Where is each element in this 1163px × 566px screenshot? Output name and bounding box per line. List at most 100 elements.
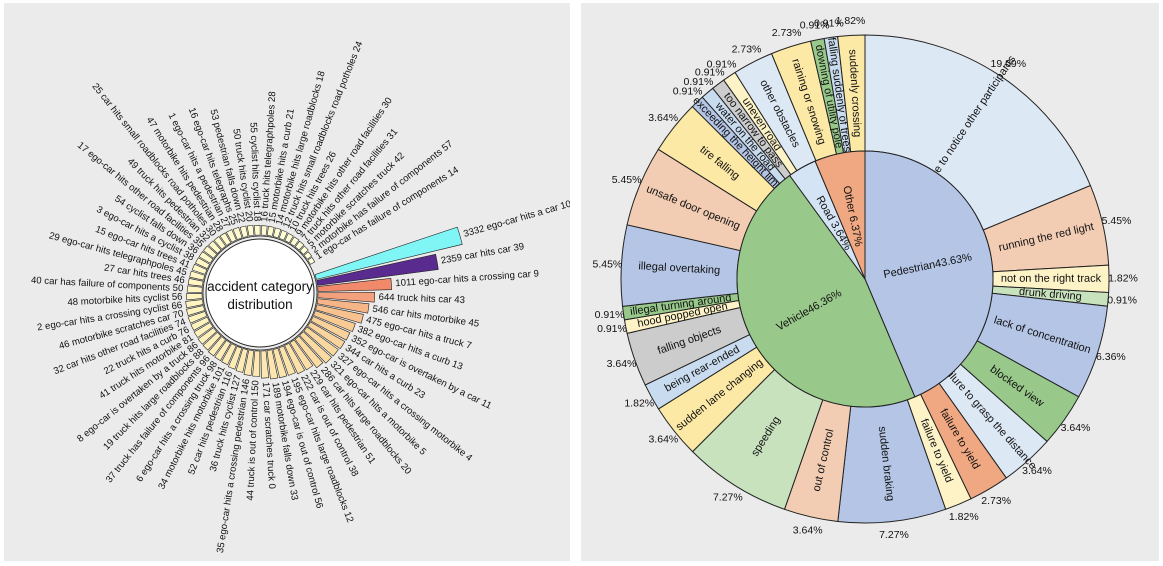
bar-32 [187,311,208,324]
outer-pct-19: 3.64% [648,112,678,124]
bar-34 [221,343,237,366]
outer-pct-3: 0.91% [1107,294,1137,306]
bar-44 [252,350,261,377]
bar-48 [186,293,203,301]
bar-label-55: 55 cyclist hits cyclist 18 [247,122,262,222]
bar-43 [317,291,375,303]
bar-label-43: 644 truck hits car 43 [378,292,465,306]
outer-label-suddenly-crossing-28: suddenly crossing [846,49,863,138]
bar-13 [313,310,356,332]
bar-19 [202,331,222,351]
outer-pct-28: 1.82% [836,15,866,27]
inner-segment-other-6-37 [814,150,866,280]
chart-title-line-2: distribution [227,297,292,312]
outer-pct-14: 3.64% [607,358,637,370]
chart-center-circle [205,238,315,348]
bar-38 [284,342,306,375]
circular-bar-chart-panel: 3332 ego-car hits a car 10 2359 car hits … [4,3,570,561]
bar-24 [278,229,288,241]
bar-53 [239,225,249,238]
bar-14 [307,256,316,265]
bar-52 [228,345,243,370]
outer-pct-16: 0.91% [595,309,625,321]
outer-pct-15: 0.91% [597,323,627,335]
bar-36 [235,348,249,373]
sunburst-chart-panel: failure to notice other participants runn… [581,3,1159,561]
bar-25 [213,236,227,250]
bar-56 [272,347,288,379]
outer-pct-7: 2.73% [981,495,1011,507]
bar-49 [208,240,222,254]
bar-46 [186,305,206,316]
bar-33 [266,349,279,380]
bar-40 [186,285,203,293]
outer-label-illegal-overtaking-17: illegal overtaking [638,260,720,277]
outer-pct-20: 0.91% [673,85,703,97]
bar-29 [189,270,206,281]
chart-title-line-1: accident category [207,279,313,294]
outer-pct-27: 0.91% [814,17,844,29]
bar-21 [266,226,275,237]
bar-0 [260,350,270,379]
bar-10 [314,226,463,280]
bar-17 [203,245,218,259]
bar-2 [185,299,204,309]
bar-31 [294,240,305,251]
bar-50 [246,224,255,237]
outer-pct-10: 3.64% [793,524,823,536]
chart-center-ring [202,235,318,351]
bar-5 [299,331,333,364]
outer-pct-5: 3.64% [1061,422,1091,434]
bar-3 [195,257,211,270]
outer-pct-26: 0.91% [800,20,830,32]
bar-47 [219,232,232,246]
bar-18 [272,227,282,239]
bar-label-44: 44 truck is out of control 150 [245,380,261,501]
bar-22 [190,316,210,331]
bar-41 [193,322,214,338]
outer-pct-8: 1.82% [949,511,979,523]
bar-51 [289,339,314,371]
outer-pct-4: 6.36% [1096,351,1126,363]
outer-pct-17: 5.45% [593,258,623,270]
outer-pct-21: 0.91% [684,76,714,88]
outer-pct-6: 3.64% [1022,465,1052,477]
bar-8 [197,327,218,345]
bar-16 [232,226,243,240]
bar-4 [303,326,339,357]
outer-label-not-on-the-right-track-2: not on the right track [1001,273,1102,285]
bar-55 [253,224,261,236]
bar-11 [310,315,351,341]
outer-pct-18: 5.45% [612,174,642,186]
outer-pct-2: 1.82% [1108,273,1138,285]
outer-pct-22: 0.91% [695,67,725,79]
bar-20 [294,335,324,369]
bar-39 [316,253,439,286]
bar-54 [198,251,214,264]
bar-28 [260,225,268,236]
bar-26 [284,232,294,244]
bar-42 [299,245,309,255]
outer-pct-23: 0.91% [707,58,737,70]
bar-37 [207,336,227,357]
outer-pct-11: 7.27% [713,491,743,503]
outer-pct-13: 1.82% [624,398,654,410]
bar-9 [317,277,392,292]
bar-23 [307,321,346,350]
bar-12 [278,345,296,376]
outer-pct-12: 3.64% [648,434,678,446]
bar-35 [243,349,255,376]
bar-30 [289,236,300,247]
bar-45 [316,298,370,314]
outer-pct-9: 7.27% [879,529,909,541]
bar-27 [187,278,204,287]
outer-pct-24: 2.73% [732,44,762,56]
bar-7 [315,304,364,324]
sunburst-chart: failure to notice other participantsrunn… [593,15,1138,541]
bar-label-10: 3332 ego-car hits a car 10 [462,199,570,240]
bar-57 [303,251,313,260]
outer-pct-0: 19.09% [990,58,1026,70]
outer-pct-25: 2.73% [772,27,802,39]
bar-15 [191,263,208,275]
